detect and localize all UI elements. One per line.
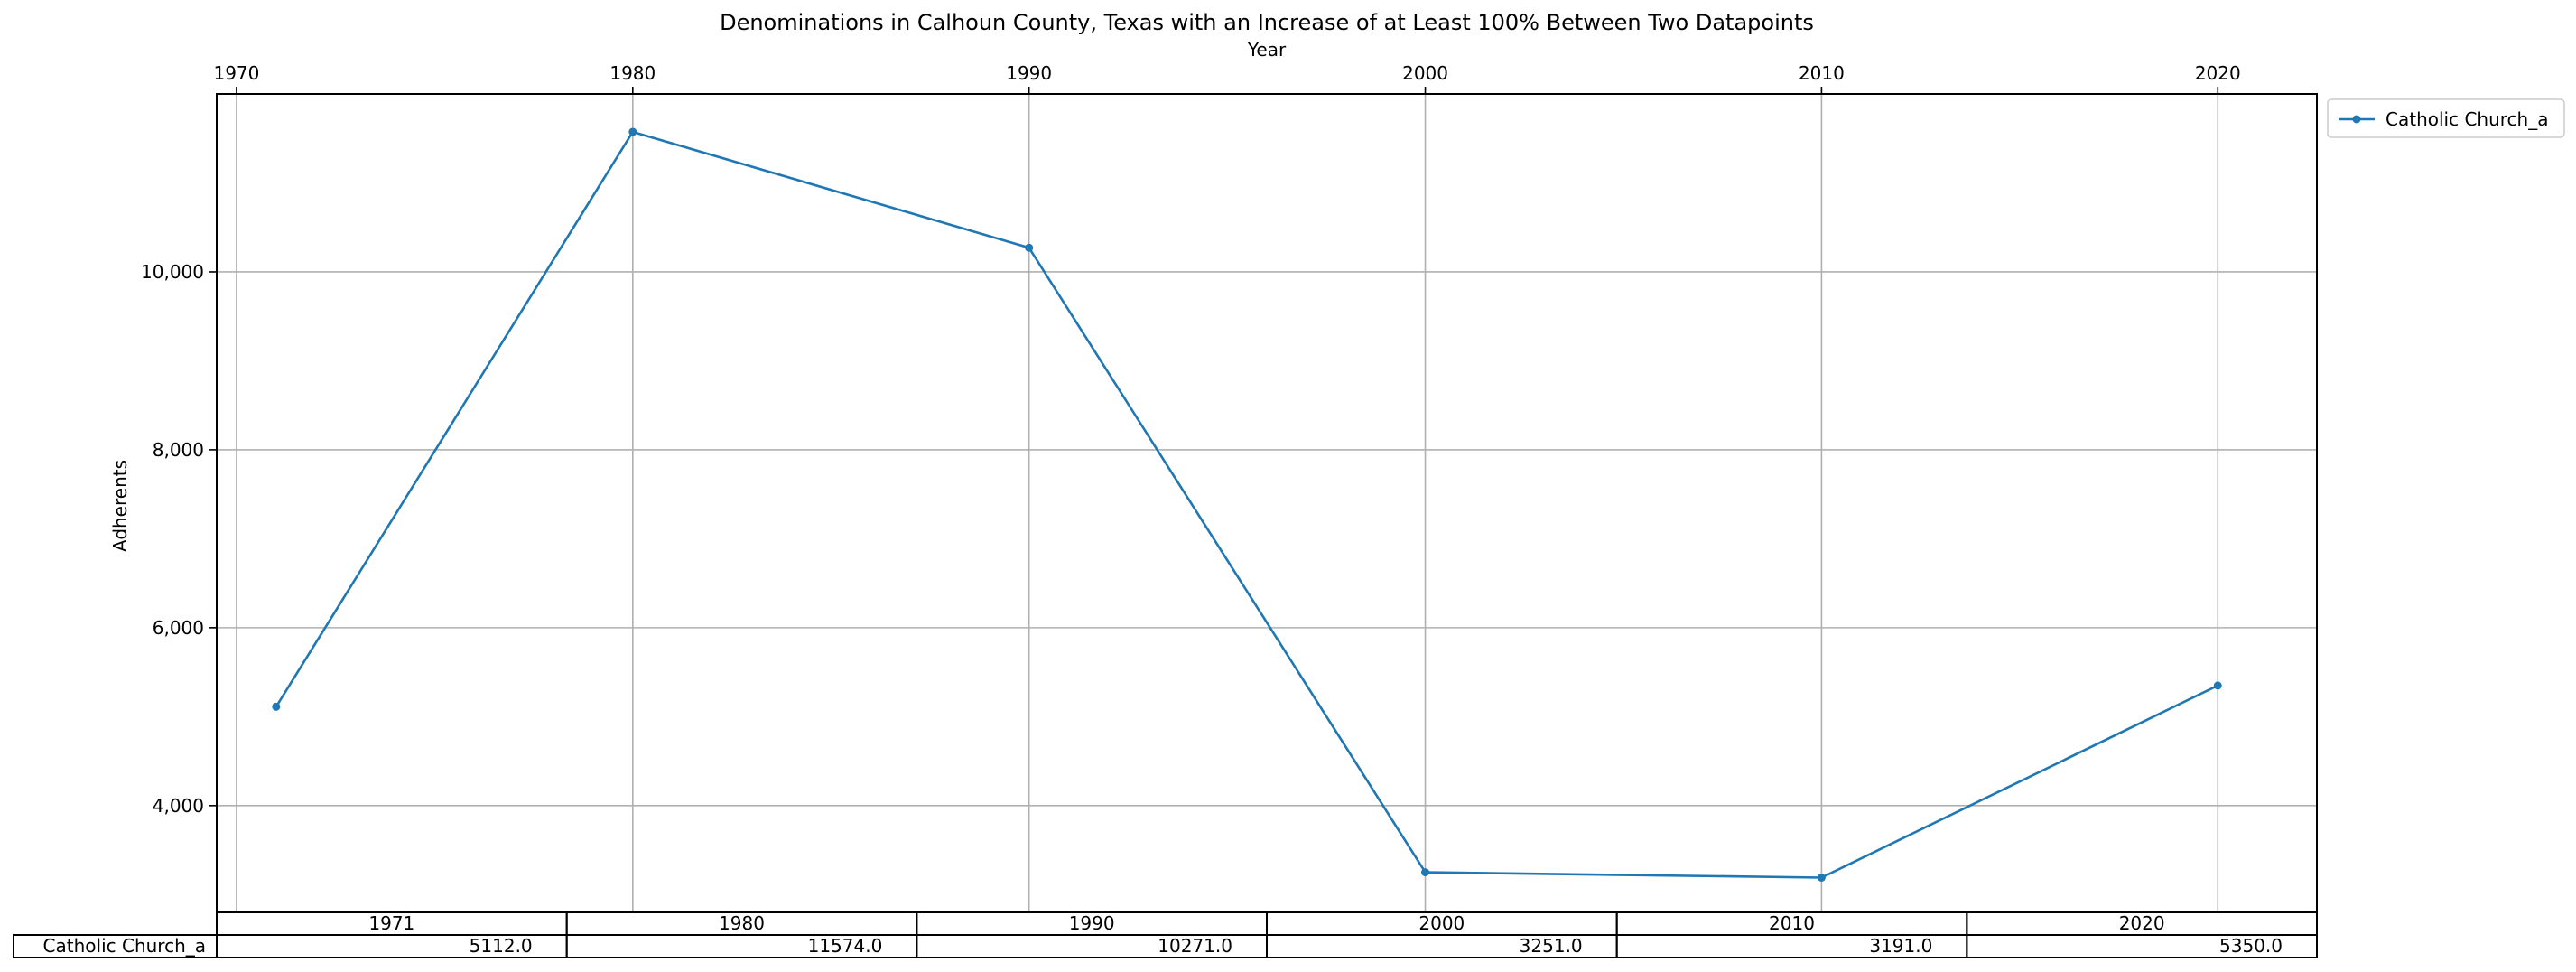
data-point bbox=[1817, 873, 1826, 882]
table-column-header: 2000 bbox=[1418, 912, 1465, 934]
axis-ticks: 1970 1980 1990 2000 2010 2020 4,000 6,000 8,000 1… bbox=[141, 62, 2241, 817]
grid-lines bbox=[217, 94, 2317, 912]
x-axis-label: Year bbox=[1247, 39, 1287, 61]
table-column-header: 1971 bbox=[368, 912, 414, 934]
y-tick-label: 6,000 bbox=[153, 617, 204, 639]
x-tick-label: 2020 bbox=[2195, 62, 2241, 84]
legend-entry: Catholic Church_a bbox=[2385, 108, 2548, 130]
data-point bbox=[1421, 868, 1430, 877]
x-tick-label: 2000 bbox=[1402, 62, 1448, 84]
series-line bbox=[274, 130, 2218, 879]
data-point bbox=[1025, 243, 1034, 252]
table-cell bbox=[1966, 934, 2318, 958]
table-column-header: 1980 bbox=[719, 912, 765, 934]
table-cell-value: 5350.0 bbox=[2219, 935, 2283, 957]
legend-box bbox=[2327, 98, 2565, 138]
series-layer bbox=[272, 127, 2222, 882]
y-tick-label: 8,000 bbox=[153, 439, 204, 461]
table-cell-value: 3191.0 bbox=[1869, 935, 1932, 957]
x-tick-label: 1990 bbox=[1006, 62, 1052, 84]
data-point bbox=[272, 702, 281, 711]
table-cell-value: 11574.0 bbox=[808, 935, 883, 957]
data-point bbox=[628, 127, 637, 136]
table-column-header: 1990 bbox=[1069, 912, 1115, 934]
x-tick-label: 1980 bbox=[609, 62, 656, 84]
y-tick-label: 4,000 bbox=[153, 795, 204, 817]
legend: Catholic Church_a bbox=[2327, 98, 2565, 138]
x-tick-label: 2010 bbox=[1799, 62, 1845, 84]
data-point bbox=[2213, 681, 2222, 690]
y-axis-label: Adherents bbox=[109, 460, 131, 552]
chart-title: Denominations in Calhoun County, Texas w… bbox=[720, 10, 1814, 35]
table-cell-value: 3251.0 bbox=[1520, 935, 1583, 957]
legend-swatch-marker bbox=[2352, 115, 2361, 124]
data-table: 1971 1980 1990 2000 2010 2020 Catholic Church_… bbox=[13, 911, 2318, 958]
table-row-label: Catholic Church_a bbox=[43, 935, 206, 957]
table-column-header: 2010 bbox=[1769, 912, 1815, 934]
x-tick-label: 1970 bbox=[213, 62, 259, 84]
y-tick-label: 10,000 bbox=[141, 261, 204, 283]
table-column-header: 2020 bbox=[2119, 912, 2165, 934]
table-cell-value: 10271.0 bbox=[1158, 935, 1232, 957]
table-cell-value: 5112.0 bbox=[470, 935, 533, 957]
